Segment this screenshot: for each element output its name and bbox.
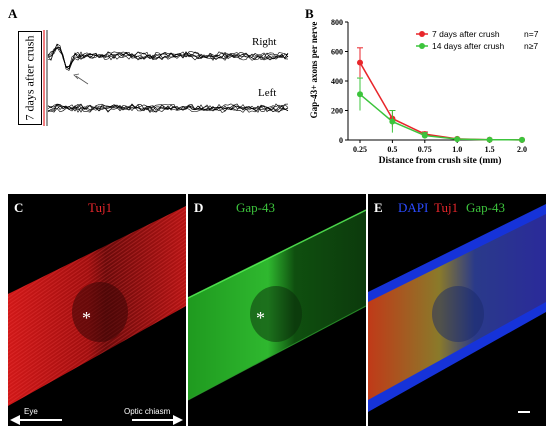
trace-right-label: Right	[252, 36, 277, 48]
legend-n-7d: n=7	[524, 29, 539, 39]
trace-left-label: Left	[258, 87, 277, 99]
trace-left-sweep-6	[47, 103, 289, 113]
series-1-point-2	[421, 132, 428, 139]
panel-a-letter: A	[8, 6, 18, 21]
panel-d-image: D Gap-43 *	[188, 194, 366, 426]
panel-e-stain-tuj1: Tuj1	[434, 200, 459, 215]
panel-a-side-label-box: 7 days after crush	[18, 31, 42, 125]
panel-e-stain-dapi: DAPI	[398, 200, 429, 215]
panel-d-stain-label: Gap-43	[236, 200, 275, 215]
panel-d-nerve	[188, 209, 366, 401]
panel-a-side-label: 7 days after crush	[22, 35, 37, 121]
series-1-point-5	[519, 136, 525, 143]
panel-c-nerve	[8, 206, 186, 406]
panel-a-traces	[43, 30, 289, 126]
trace-right-sweep-4	[47, 47, 289, 67]
series-1-point-4	[486, 136, 493, 143]
panel-e-letter: E	[374, 200, 383, 215]
legend-label-14d: 14 days after crush	[432, 41, 505, 51]
series-1-point-0	[357, 91, 363, 98]
y-tick-label-1: 200	[331, 107, 343, 116]
panel-e-image: E DAPI Tuj1 Gap-43	[368, 194, 546, 426]
panel-c-stain-label: Tuj1	[88, 200, 113, 215]
x-tick-label-0: 0.25	[353, 145, 367, 154]
y-axis-label: Gap-43+ axons per nerve	[309, 22, 319, 119]
x-tick-label-4: 1.5	[485, 145, 495, 154]
series-line-0	[359, 62, 523, 141]
panel-b-letter: B	[305, 6, 314, 21]
panel-d-crush-marker: *	[256, 308, 265, 328]
legend-marker-7d	[419, 31, 425, 37]
panel-c-letter: C	[14, 200, 24, 215]
trace-left-group	[47, 103, 289, 113]
panel-c-image: C Tuj1 * Eye Optic chiasm	[8, 194, 186, 426]
panel-d-letter: D	[194, 200, 204, 215]
trace-left-sweep-2	[47, 104, 289, 113]
series-line-1	[359, 93, 523, 141]
eye-arrow-head	[10, 415, 20, 425]
arrow-shaft	[75, 75, 89, 85]
legend: 7 days after crush n=7 14 days after cru…	[416, 29, 539, 51]
x-tick-label-1: 0.5	[387, 145, 397, 154]
optic-chiasm-label: Optic chiasm	[124, 407, 171, 416]
x-tick-label-5: 2.0	[517, 145, 527, 154]
trace-right-sweep-6	[47, 44, 289, 71]
series-1-point-1	[389, 118, 396, 125]
x-axis-label: Distance from crush site (mm)	[379, 155, 502, 166]
panel-c-crush-marker: *	[82, 308, 91, 328]
panel-e-stain-gap43: Gap-43	[466, 200, 505, 215]
trace-left-sweep-3	[47, 103, 289, 113]
arrow-head	[73, 73, 80, 80]
trace-left-sweep-4	[47, 103, 289, 113]
eye-label: Eye	[24, 407, 38, 416]
x-tick-label-2: 0.75	[418, 145, 432, 154]
panel-e-nerve	[368, 204, 546, 413]
legend-marker-14d	[419, 43, 425, 49]
x-tick-label-3: 1.0	[452, 145, 462, 154]
direction-arrows	[10, 415, 183, 425]
series-1-point-3	[454, 136, 461, 143]
legend-label-7d: 7 days after crush	[432, 29, 500, 39]
y-tick-label-3: 600	[331, 48, 343, 57]
chart-series	[357, 47, 525, 143]
series-0-point-0	[357, 59, 363, 66]
panel-b-chart: 0 200 400 600 800 0.25 0.5 0.75 1.0 1.5 2.0 Distan…	[309, 18, 539, 166]
legend-n-14d: n≥7	[524, 41, 538, 51]
chiasm-arrow-head	[173, 415, 183, 425]
y-tick-label-4: 800	[331, 18, 343, 27]
trace-left-sweep-5	[47, 103, 289, 113]
y-tick-label-0: 0	[339, 136, 343, 145]
y-tick-label-2: 400	[331, 77, 343, 86]
trace-right-group	[47, 43, 289, 71]
